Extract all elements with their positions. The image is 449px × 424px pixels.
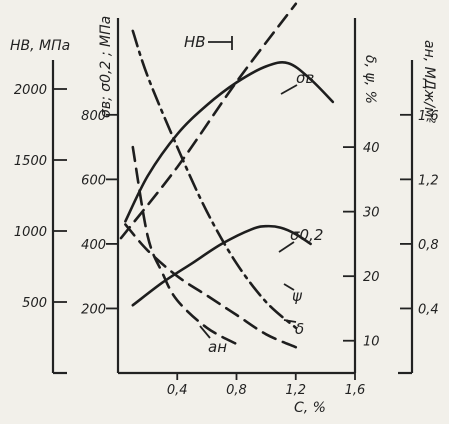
- an-tick-label-1: 0,8: [418, 238, 439, 253]
- sigma-tick-label-3: 800: [81, 109, 106, 124]
- x-tick-label-2: 1,2: [285, 383, 306, 398]
- series-label-an: ан: [208, 338, 227, 356]
- an-tick-label-3: 1,6: [418, 109, 439, 124]
- an-axis-title: ан, МДж/м²: [421, 40, 437, 124]
- delta_psi-tick-label-3: 40: [363, 141, 380, 156]
- series-label-sigma-b: σв: [296, 69, 315, 87]
- sigma-tick-label-2: 600: [81, 173, 106, 188]
- an-tick-label-2: 1,2: [418, 173, 439, 188]
- curves-layer: [119, 2, 335, 349]
- delta-psi-axis-title: δ, ψ, %: [362, 55, 378, 104]
- hb-tick-label-1: 1000: [14, 225, 47, 240]
- x-tick-label-0: 0,4: [167, 383, 188, 398]
- series-line-psi: [131, 29, 298, 330]
- series-line-an: [131, 145, 238, 346]
- series-label-sigma-02: σ0,2: [290, 226, 323, 244]
- series-label-an-leader: [199, 325, 211, 339]
- sigma-tick-label-1: 400: [81, 238, 106, 253]
- x-tick-label-1: 0,8: [226, 383, 247, 398]
- hb-tick-label-3: 2000: [14, 83, 47, 98]
- delta_psi-tick-label-2: 30: [363, 206, 380, 221]
- series-label-delta-leader: [283, 319, 297, 323]
- series-label-sigma-b-leader: [280, 84, 298, 95]
- series-label-psi: ψ: [292, 287, 303, 305]
- sigma-tick-label-0: 200: [81, 302, 106, 317]
- an-tick-label-0: 0,4: [418, 302, 439, 317]
- series-label-hb: НВ: [184, 33, 206, 51]
- x-axis-title: C, %: [294, 400, 326, 416]
- delta_psi-tick-label-0: 10: [363, 335, 380, 350]
- hb-tick-label-2: 1500: [14, 154, 47, 169]
- series-line-sigma-b: [124, 61, 335, 223]
- delta_psi-tick-label-1: 20: [363, 270, 380, 285]
- hb-axis-title: НВ, МПа: [10, 38, 70, 54]
- axes-layer: [51, 18, 414, 375]
- series-label-sigma-02-leader: [278, 241, 295, 253]
- series-line-hb: [119, 2, 298, 240]
- sigma-axis-title: σв; σ0,2 ; МПа: [98, 16, 114, 118]
- series-label-psi-leader: [283, 283, 295, 291]
- x-tick-label-3: 1,6: [345, 383, 366, 398]
- ticks-layer: 0,4 0,8 1,2 1,6 500 1000 1500 2000 200 400 600 800 1…: [14, 83, 439, 398]
- series-line-delta: [124, 223, 298, 349]
- series-line-sigma-02: [131, 224, 312, 307]
- hb-tick-label-0: 500: [22, 296, 47, 311]
- series-label-delta: δ: [295, 320, 304, 338]
